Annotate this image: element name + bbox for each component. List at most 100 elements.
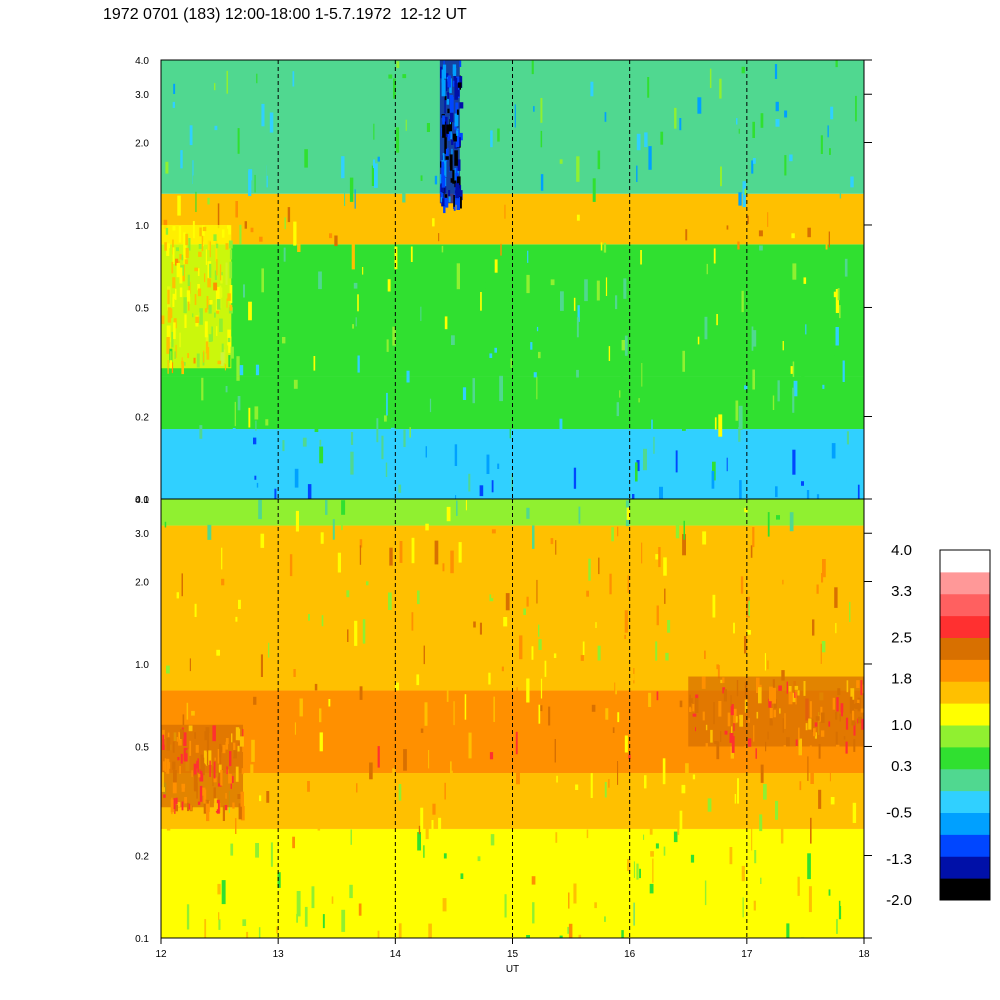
texture-streak [417, 590, 420, 605]
colorbar-swatch [940, 615, 990, 638]
texture-streak [811, 559, 814, 571]
texture-streak [844, 258, 848, 277]
texture-streak [765, 741, 767, 752]
texture-streak [702, 711, 705, 721]
texture-streak [429, 110, 433, 126]
texture-streak [820, 712, 825, 723]
texture-streak [792, 387, 795, 413]
texture-streak [453, 701, 455, 726]
texture-streak [550, 279, 555, 286]
texture-streak [458, 196, 462, 209]
texture-streak [657, 360, 660, 370]
texture-streak [296, 913, 298, 923]
panel-feature [688, 676, 864, 747]
texture-streak [656, 691, 659, 701]
texture-streak [655, 641, 658, 661]
texture-streak [258, 499, 262, 520]
texture-streak [672, 712, 675, 729]
texture-streak [597, 645, 601, 661]
texture-streak [567, 926, 570, 934]
texture-streak [318, 271, 322, 290]
texture-streak [294, 722, 296, 735]
texture-streak [440, 66, 443, 79]
texture-streak [765, 450, 768, 455]
texture-streak [681, 784, 686, 794]
texture-streak [313, 178, 317, 185]
texture-streak [828, 721, 831, 727]
texture-streak [444, 316, 448, 330]
colorbar-label: -1.3 [886, 851, 912, 868]
texture-streak [365, 300, 369, 310]
y-tick-label: 2.0 [135, 577, 149, 588]
texture-streak [206, 799, 209, 804]
texture-streak [250, 764, 254, 781]
texture-streak [292, 71, 295, 87]
texture-streak [394, 246, 398, 270]
texture-streak [486, 454, 490, 474]
texture-streak [829, 148, 831, 155]
texture-streak [183, 747, 188, 762]
texture-streak [672, 894, 676, 919]
texture-streak [647, 77, 650, 98]
texture-streak [540, 174, 544, 191]
texture-streak [180, 150, 183, 169]
texture-streak [584, 279, 588, 302]
texture-streak [447, 108, 450, 114]
texture-streak [793, 588, 797, 608]
texture-streak [491, 480, 494, 493]
texture-streak [588, 558, 591, 581]
texture-streak [538, 704, 541, 724]
texture-streak [390, 427, 395, 445]
texture-streak [352, 324, 354, 329]
texture-streak [235, 766, 239, 782]
texture-streak [451, 915, 455, 934]
texture-streak [458, 542, 462, 563]
texture-streak [807, 853, 811, 880]
texture-streak [797, 442, 800, 447]
texture-streak [788, 691, 793, 705]
texture-streak [413, 597, 415, 622]
texture-streak [503, 617, 508, 627]
texture-streak [523, 608, 526, 615]
texture-streak [764, 653, 766, 671]
texture-streak [197, 774, 201, 778]
texture-streak [321, 615, 324, 627]
texture-streak [528, 834, 531, 850]
texture-streak [822, 384, 825, 389]
texture-streak [173, 770, 177, 783]
texture-streak [501, 666, 504, 672]
texture-streak [171, 473, 174, 493]
texture-streak [801, 481, 804, 486]
texture-streak [714, 741, 718, 745]
texture-streak [270, 842, 273, 867]
texture-streak [850, 688, 855, 700]
texture-streak [388, 74, 393, 79]
texture-streak [798, 727, 800, 741]
texture-streak [566, 213, 569, 221]
texture-streak [714, 417, 717, 430]
texture-streak [240, 791, 244, 807]
texture-streak [761, 361, 765, 367]
texture-streak [196, 353, 200, 368]
texture-streak [849, 601, 851, 622]
texture-streak [748, 718, 750, 723]
x-tick-label: 13 [273, 949, 285, 960]
texture-streak [674, 107, 677, 129]
texture-streak [559, 935, 563, 938]
texture-streak [204, 321, 208, 338]
texture-streak [177, 195, 181, 216]
texture-streak [455, 129, 460, 147]
texture-streak [449, 119, 452, 134]
texture-streak [592, 178, 596, 202]
texture-streak [726, 457, 728, 472]
texture-streak [791, 233, 795, 239]
texture-streak [730, 695, 732, 706]
texture-streak [704, 316, 708, 340]
texture-streak [297, 244, 301, 252]
texture-streak [172, 781, 177, 794]
texture-streak [194, 294, 197, 305]
colorbar-label: 1.8 [891, 670, 912, 687]
texture-streak [757, 472, 759, 492]
texture-streak [619, 390, 621, 398]
texture-streak [852, 700, 854, 713]
